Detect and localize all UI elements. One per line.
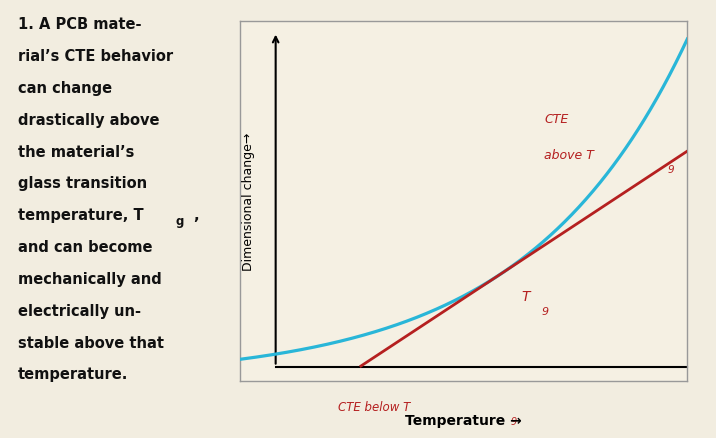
Text: Temperature →: Temperature → (405, 413, 522, 427)
Text: 9: 9 (667, 164, 674, 174)
Text: CTE below T: CTE below T (339, 400, 410, 413)
Text: temperature.: temperature. (18, 367, 128, 381)
Text: glass transition: glass transition (18, 176, 147, 191)
Text: stable above that: stable above that (18, 335, 164, 350)
Text: can change: can change (18, 81, 112, 96)
Text: 1. A PCB mate-: 1. A PCB mate- (18, 17, 142, 32)
Text: g: g (175, 214, 184, 227)
Text: temperature, T: temperature, T (18, 208, 144, 223)
Text: 9: 9 (542, 306, 549, 316)
Text: electrically un-: electrically un- (18, 303, 141, 318)
Text: drastically above: drastically above (18, 113, 160, 127)
Text: above T: above T (544, 148, 594, 161)
Text: and can become: and can become (18, 240, 153, 254)
Text: the material’s: the material’s (18, 144, 135, 159)
Text: Dimensional change→: Dimensional change→ (242, 132, 256, 271)
Text: CTE: CTE (544, 113, 569, 125)
Text: ,: , (193, 208, 198, 223)
Text: mechanically and: mechanically and (18, 272, 162, 286)
Text: 9: 9 (511, 416, 517, 426)
Text: rial’s CTE behavior: rial’s CTE behavior (18, 49, 173, 64)
Text: T: T (522, 290, 531, 304)
